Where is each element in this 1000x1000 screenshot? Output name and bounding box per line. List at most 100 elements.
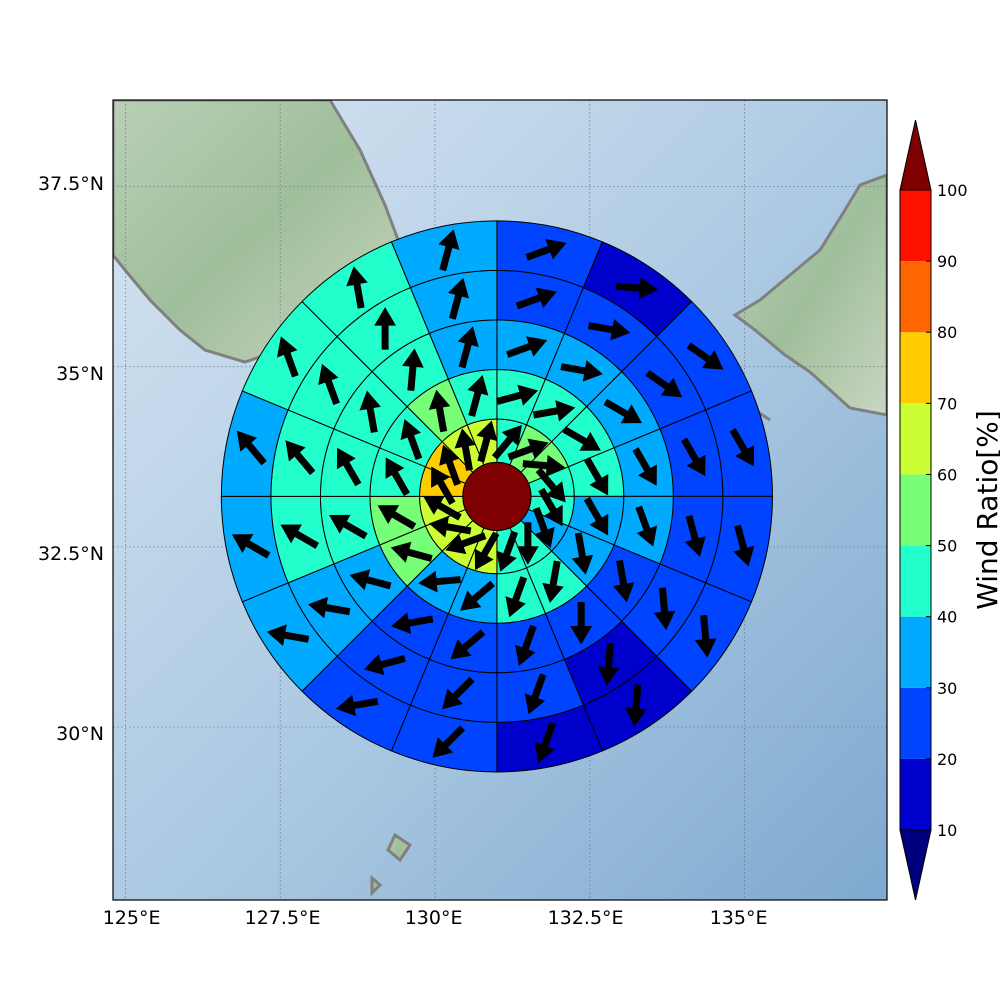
wind-arrow (428, 516, 472, 538)
colorbar-tick-label: 20 (937, 750, 957, 769)
wind-arrow (491, 424, 522, 460)
wind-arrow (535, 467, 566, 503)
wind-arrow (507, 438, 549, 461)
wind-arrow (733, 524, 755, 567)
wind-arrow (474, 531, 500, 571)
wind-arrow (349, 569, 392, 591)
wind-arrow (374, 307, 396, 350)
wind-arrow (448, 277, 470, 320)
wind-arrow (686, 342, 724, 370)
wind-arrow (522, 454, 566, 477)
y-tick-label-32.5: 32.5°N (38, 543, 104, 565)
wind-arrow (515, 287, 557, 310)
wind-arrow (560, 360, 603, 382)
wind-arrow (400, 418, 423, 461)
x-tick-label-125: 125°E (103, 907, 161, 929)
wind-arrow (516, 522, 539, 565)
wind-arrow (280, 524, 320, 549)
wind-arrow (231, 534, 271, 559)
colorbar-bin (900, 190, 931, 262)
colorbar-tick-label: 100 (937, 181, 968, 200)
wind-arrow (694, 614, 717, 658)
wind-arrow (390, 612, 434, 634)
wind-arrow (615, 277, 659, 300)
ryukyu-islands (370, 832, 413, 897)
wind-arrow (684, 514, 706, 557)
wind-arrow (532, 506, 555, 549)
wind-arrow (645, 369, 683, 398)
wind-arrow (542, 560, 564, 603)
y-tick-label-37.5: 37.5°N (38, 173, 104, 195)
wind-arrow (336, 447, 362, 487)
wind-arrow (318, 363, 340, 406)
colorbar-tick-label: 10 (937, 821, 957, 840)
y-tick-label-35: 35°N (56, 363, 104, 385)
wind-arrow (438, 229, 460, 272)
wind-arrow (346, 266, 368, 309)
wind-arrow (266, 624, 310, 646)
x-tick-label-127.5: 127.5°E (245, 907, 321, 929)
wind-arrow (653, 587, 676, 631)
wind-arrow (587, 318, 631, 341)
wind-arrow (454, 428, 477, 471)
wind-arrow (534, 721, 557, 764)
wind-arrow (583, 496, 609, 536)
colorbar-tick-label: 70 (937, 394, 957, 413)
map-frame (112, 99, 888, 901)
wind-arrow (680, 437, 706, 477)
colorbar-tick-label: 90 (937, 252, 957, 271)
x-tick-label-130: 130°E (405, 907, 463, 929)
wind-arrow (538, 487, 563, 527)
wind-arrow (515, 624, 537, 666)
wind-arrow (505, 576, 528, 618)
wind-arrow (276, 336, 299, 378)
wind-arrow (625, 684, 647, 727)
wind-arrow (612, 559, 635, 603)
wind-arrow (496, 530, 519, 572)
wind-arrow (583, 456, 609, 496)
y-axis: 37.5°N 35°N 32.5°N 30°N (38, 173, 104, 745)
wind-arrow (359, 390, 381, 433)
colorbar-bins (899, 189, 932, 831)
colorbar-bin (900, 758, 931, 830)
wind-arrow (532, 400, 576, 422)
colorbar-bin (900, 474, 931, 546)
wind-arrow (603, 398, 643, 424)
wind-arrow (457, 326, 479, 369)
wind-arrow (307, 596, 351, 619)
colorbar-bin (900, 403, 931, 475)
wind-arrow (562, 426, 601, 451)
wind-arrow (329, 514, 368, 540)
wind-arrow (632, 447, 657, 486)
wind-arrow (377, 505, 417, 530)
colorbar-ticks: 10 20 30 40 50 60 70 80 90 100 (926, 181, 968, 840)
colorbar-bin (900, 545, 931, 617)
colorbar-over-triangle (899, 119, 932, 191)
colorbar-tick-label: 60 (937, 465, 957, 484)
colorbar: 10 20 30 40 50 60 70 80 90 100 Wind Ratio[%] (899, 119, 1000, 901)
wind-arrow (467, 374, 489, 417)
wind-arrow (506, 336, 548, 358)
wind-arrow (423, 496, 462, 521)
honshu-landmass (732, 173, 887, 417)
y-tick-label-30: 30°N (56, 723, 104, 745)
wind-arrow (445, 532, 487, 555)
wind-arrow (431, 466, 456, 506)
wind-arrow (442, 676, 475, 710)
colorbar-tick-label: 30 (937, 679, 957, 698)
wind-arrow (390, 541, 433, 563)
colorbar-bin (900, 616, 931, 688)
colorbar-bin (900, 332, 931, 404)
wind-arrow (597, 642, 620, 686)
wind-arrow (570, 602, 593, 645)
wind-arrow (385, 457, 410, 496)
wind-arrow (571, 532, 594, 575)
colorbar-under-triangle (899, 829, 932, 901)
colorbar-bin (900, 261, 931, 333)
colorbar-tick-label: 80 (937, 323, 957, 342)
wind-arrow (496, 384, 539, 406)
wind-arrow (460, 580, 495, 611)
colorbar-tick-label: 40 (937, 608, 957, 627)
wind-arrow (729, 427, 755, 467)
